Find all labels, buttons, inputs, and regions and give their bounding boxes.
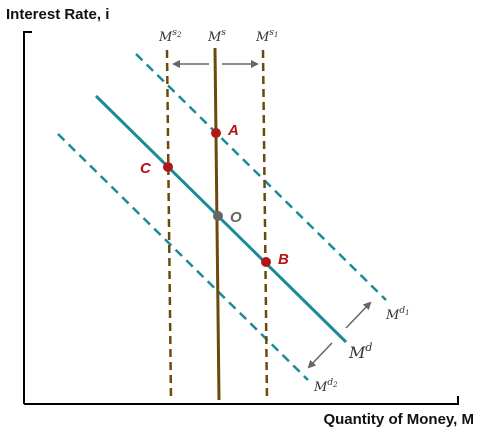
demand-curve-md1	[135, 53, 387, 301]
label-ms: Ms	[207, 28, 226, 45]
point-c-marker	[163, 162, 173, 172]
label-md2: Md2	[313, 378, 338, 395]
point-b-label: B	[278, 251, 289, 268]
demand-shift-down-arrow	[307, 342, 333, 369]
point-b-marker	[261, 257, 271, 267]
demand-curve-md2	[57, 133, 309, 381]
x-axis-title: Quantity of Money, M	[323, 411, 474, 428]
point-o-label: O	[230, 209, 242, 226]
supply-line-ms2	[165, 49, 173, 401]
point-o-marker	[213, 211, 223, 221]
demand-shift-up-arrow	[345, 301, 372, 329]
label-ms1: Ms1	[255, 28, 278, 45]
point-a-marker	[211, 128, 221, 138]
x-axis	[24, 396, 459, 405]
supply-line-ms	[213, 47, 221, 401]
label-md: Md	[348, 341, 372, 362]
y-axis	[23, 31, 32, 404]
label-md1: Md1	[385, 306, 410, 323]
point-c-label: C	[140, 160, 152, 177]
y-axis-title: Interest Rate, i	[6, 6, 109, 23]
supply-line-ms1	[261, 49, 269, 401]
point-a-label: A	[227, 122, 239, 139]
label-ms2: Ms2	[158, 28, 182, 45]
